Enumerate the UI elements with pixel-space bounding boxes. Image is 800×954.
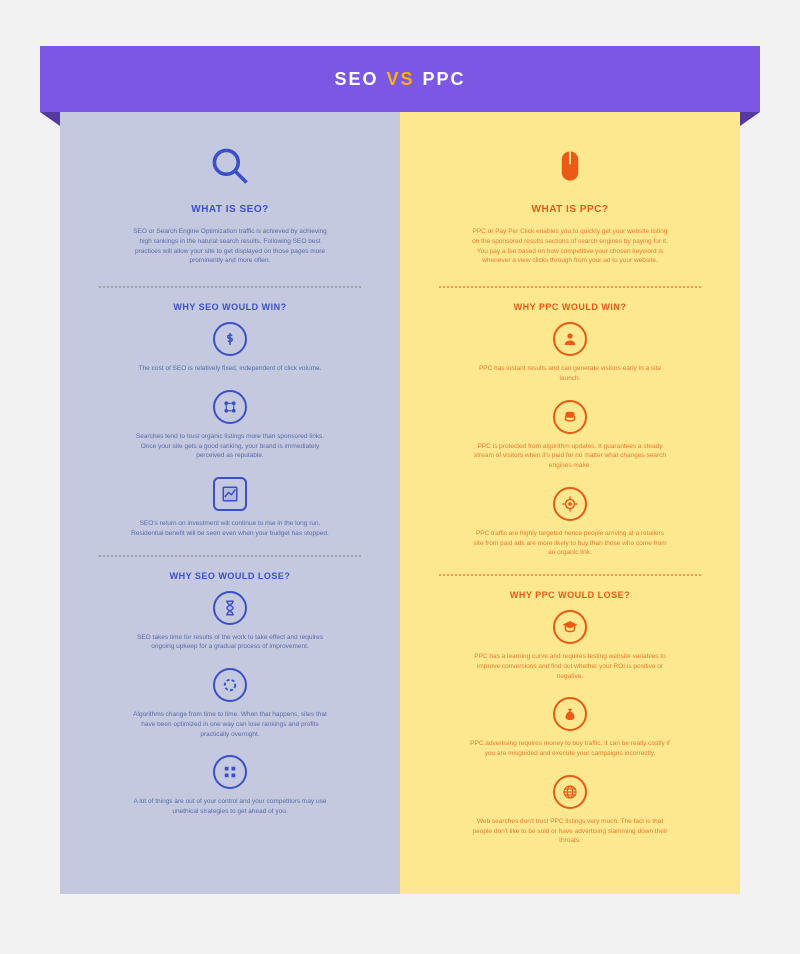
ppc-win-text-1: PPC has instant results and can generate… <box>470 364 670 384</box>
seo-lose-point-3: A lot of things are out of your control … <box>84 755 376 817</box>
grad-icon <box>553 610 587 644</box>
seo-lose-point-2: Algorithms change from time to time. Whe… <box>84 668 376 739</box>
magnifier-icon <box>84 142 376 190</box>
ppc-win-text-3: PPC traffic are highly targeted hence pe… <box>470 529 670 558</box>
ppc-lose-point-2: PPC advertising requires money to buy tr… <box>424 697 716 759</box>
title-word-2: VS <box>386 69 414 90</box>
ppc-lose-text-2: PPC advertising requires money to buy tr… <box>470 739 670 759</box>
ppc-what-body: PPC or Pay Per Click enables you to quic… <box>470 227 670 266</box>
stack-icon <box>553 400 587 434</box>
dollar-icon <box>213 322 247 356</box>
ppc-lose-text-1: PPC has a learning curve and requires te… <box>470 652 670 681</box>
seo-lose-point-1: SEO takes time for results of the work t… <box>84 591 376 653</box>
cycle-icon <box>213 668 247 702</box>
banner-fold-left-icon <box>40 112 60 126</box>
banner-fold-right-icon <box>740 112 760 126</box>
seo-win-text-1: The cost of SEO is relatively fixed, ind… <box>130 364 330 374</box>
seo-win-point-1: The cost of SEO is relatively fixed, ind… <box>84 322 376 374</box>
moneybag-icon <box>553 697 587 731</box>
squares-icon <box>213 755 247 789</box>
ppc-win-point-2: PPC is protected from algorithm updates.… <box>424 400 716 471</box>
column-seo: WHAT IS SEO? SEO or Search Engine Optimi… <box>60 46 400 894</box>
seo-win-point-2: Searches tend to trust organic listings … <box>84 390 376 461</box>
person-icon <box>553 322 587 356</box>
seo-divider-1 <box>99 286 362 288</box>
ppc-lose-heading: WHY PPC WOULD LOSE? <box>424 590 716 600</box>
title-word-3: PPC <box>423 69 466 90</box>
infographic: SEO VS PPC WHAT IS SEO? SEO or Search En… <box>60 46 740 894</box>
ppc-what-heading: WHAT IS PPC? <box>424 204 716 215</box>
title-word-1: SEO <box>334 69 378 90</box>
seo-win-point-3: SEO's return on investment will continue… <box>84 477 376 539</box>
seo-lose-heading: WHY SEO WOULD LOSE? <box>84 571 376 581</box>
seo-divider-2 <box>99 555 362 557</box>
ppc-divider-2 <box>439 574 702 576</box>
ppc-divider-1 <box>439 286 702 288</box>
title-banner: SEO VS PPC <box>40 46 760 112</box>
ppc-lose-text-3: Web searches don't trust PPC listings ve… <box>470 817 670 846</box>
chart-icon <box>213 477 247 511</box>
ppc-lose-point-3: Web searches don't trust PPC listings ve… <box>424 775 716 846</box>
ppc-win-text-2: PPC is protected from algorithm updates.… <box>470 442 670 471</box>
seo-win-text-3: SEO's return on investment will continue… <box>130 519 330 539</box>
network-icon <box>213 390 247 424</box>
ppc-lose-point-1: PPC has a learning curve and requires te… <box>424 610 716 681</box>
seo-what-heading: WHAT IS SEO? <box>84 204 376 215</box>
page-surface: SEO VS PPC WHAT IS SEO? SEO or Search En… <box>0 20 800 934</box>
seo-win-heading: WHY SEO WOULD WIN? <box>84 302 376 312</box>
target-icon <box>553 487 587 521</box>
mouse-icon <box>424 142 716 190</box>
seo-lose-text-1: SEO takes time for results of the work t… <box>130 633 330 653</box>
ppc-win-point-1: PPC has instant results and can generate… <box>424 322 716 384</box>
column-ppc: WHAT IS PPC? PPC or Pay Per Click enable… <box>400 46 740 894</box>
hourglass-icon <box>213 591 247 625</box>
seo-lose-text-2: Algorithms change from time to time. Whe… <box>130 710 330 739</box>
ppc-win-point-3: PPC traffic are highly targeted hence pe… <box>424 487 716 558</box>
seo-what-body: SEO or Search Engine Optimization traffi… <box>130 227 330 266</box>
ppc-win-heading: WHY PPC WOULD WIN? <box>424 302 716 312</box>
globe-icon <box>553 775 587 809</box>
seo-win-text-2: Searches tend to trust organic listings … <box>130 432 330 461</box>
seo-lose-text-3: A lot of things are out of your control … <box>130 797 330 817</box>
